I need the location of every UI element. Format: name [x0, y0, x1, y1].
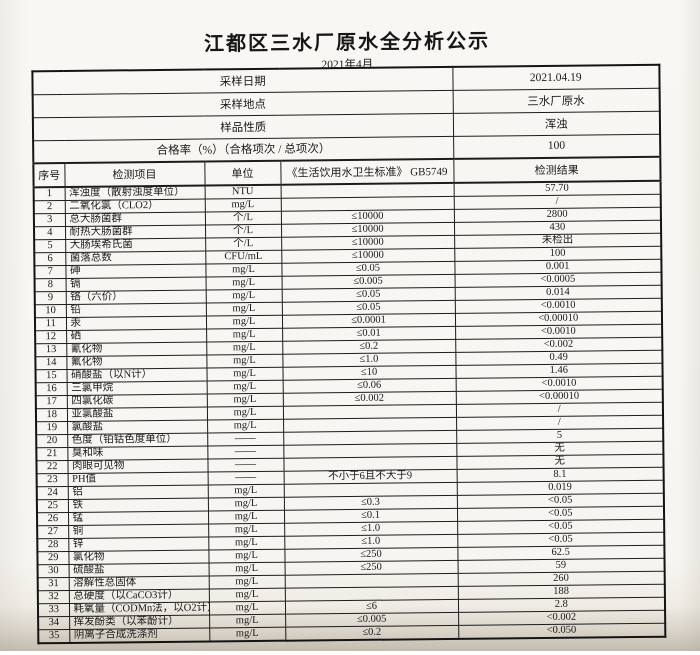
- cell-unit: ——: [207, 432, 284, 447]
- results-body: 1 浑浊度（散射浊度单位） NTU 57.70 2 二氧化氯（CLO2） mg/L/3 总大肠…: [33, 180, 666, 644]
- cell-standard: ≤0.2: [285, 625, 459, 641]
- column-header-seq: 序号: [33, 162, 65, 188]
- cell-unit: mg/L: [208, 575, 285, 589]
- column-header-item: 检测项目: [64, 161, 205, 187]
- info-value: 100: [453, 133, 661, 159]
- cell-seq: 25: [36, 499, 68, 513]
- cell-seq: 7: [34, 265, 66, 279]
- cell-unit: mg/L: [206, 354, 283, 369]
- cell-seq: 27: [37, 525, 69, 539]
- cell-unit: mg/L: [206, 367, 283, 382]
- cell-seq: 30: [37, 564, 69, 578]
- cell-item: 耗氧量（CODMn法，以O2计）: [68, 601, 210, 617]
- cell-unit: mg/L: [205, 302, 282, 317]
- cell-unit: mg/L: [206, 328, 283, 343]
- cell-unit: 个/L: [205, 237, 282, 252]
- cell-seq: 20: [36, 434, 68, 448]
- cell-seq: 29: [37, 551, 69, 565]
- cell-unit: CFU/mL: [205, 250, 282, 265]
- cell-seq: 3: [33, 213, 66, 227]
- cell-seq: 18: [35, 408, 68, 422]
- cell-seq: 10: [34, 304, 66, 318]
- cell-unit: mg/L: [208, 601, 286, 615]
- column-header-result: 检测结果: [453, 156, 661, 183]
- cell-seq: 32: [37, 590, 69, 604]
- cell-result: <0.050: [458, 623, 666, 639]
- cell-unit: mg/L: [208, 562, 285, 576]
- cell-seq: 33: [37, 603, 70, 617]
- cell-unit: mg/L: [208, 536, 285, 550]
- cell-seq: 1: [33, 186, 65, 201]
- cell-seq: 21: [36, 447, 68, 461]
- cell-unit: mg/L: [206, 406, 284, 421]
- cell-unit: 个/L: [204, 211, 281, 226]
- cell-seq: 13: [35, 343, 67, 357]
- cell-seq: 9: [34, 291, 66, 305]
- cell-unit: mg/L: [206, 380, 283, 395]
- info-value: 三水厂原水: [452, 87, 660, 113]
- cell-unit: mg/L: [207, 497, 284, 511]
- cell-unit: mg/L: [207, 419, 284, 434]
- cell-unit: NTU: [204, 184, 281, 200]
- cell-unit: mg/L: [206, 393, 283, 408]
- analysis-table: 采样日期 2021.04.19 采样地点 三水厂原水 样品性质 浑浊 合格率（%…: [31, 63, 667, 645]
- cell-seq: 23: [36, 473, 68, 487]
- cell-unit: mg/L: [205, 289, 282, 304]
- cell-unit: mg/L: [204, 198, 281, 213]
- cell-seq: 19: [36, 421, 68, 435]
- cell-seq: 28: [37, 538, 69, 552]
- cell-seq: 5: [34, 239, 66, 253]
- cell-unit: ——: [207, 445, 284, 460]
- cell-seq: 22: [36, 460, 68, 474]
- column-header-standard: 《生活饮用水卫生标准》 GB5749: [280, 158, 454, 185]
- cell-seq: 6: [34, 252, 66, 266]
- cell-seq: 24: [36, 486, 68, 500]
- column-header-unit: 单位: [204, 160, 281, 186]
- cell-unit: mg/L: [205, 315, 283, 330]
- cell-unit: mg/L: [207, 484, 284, 498]
- cell-unit: mg/L: [207, 510, 285, 524]
- cell-seq: 8: [34, 278, 66, 292]
- cell-unit: mg/L: [205, 276, 282, 291]
- cell-unit: mg/L: [209, 627, 286, 642]
- cell-seq: 26: [37, 512, 69, 526]
- cell-unit: mg/L: [206, 341, 283, 356]
- cell-item: 浑浊度（散射浊度单位）: [64, 185, 205, 201]
- cell-seq: 35: [38, 629, 70, 644]
- cell-seq: 14: [35, 356, 67, 370]
- cell-seq: 11: [34, 317, 67, 331]
- cell-seq: 17: [35, 395, 67, 409]
- cell-seq: 2: [33, 200, 65, 214]
- cell-seq: 16: [35, 382, 67, 396]
- info-value: 2021.04.19: [452, 64, 660, 90]
- cell-seq: 12: [35, 330, 67, 344]
- cell-item: 阴离子合成洗涤剂: [69, 627, 210, 643]
- info-value: 浑浊: [452, 110, 661, 136]
- cell-unit: mg/L: [208, 523, 285, 537]
- cell-seq: 34: [38, 616, 70, 630]
- cell-unit: ——: [207, 471, 284, 485]
- cell-seq: 31: [37, 577, 69, 591]
- cell-unit: mg/L: [205, 263, 282, 278]
- cell-unit: mg/L: [208, 549, 285, 563]
- cell-seq: 4: [34, 226, 66, 240]
- cell-unit: 个/L: [204, 224, 282, 239]
- cell-unit: ——: [207, 458, 284, 472]
- cell-seq: 15: [35, 369, 67, 383]
- cell-unit: mg/L: [209, 614, 286, 628]
- info-section: 采样日期 2021.04.19 采样地点 三水厂原水 样品性质 浑浊 合格率（%…: [32, 64, 661, 188]
- cell-unit: mg/L: [208, 588, 285, 602]
